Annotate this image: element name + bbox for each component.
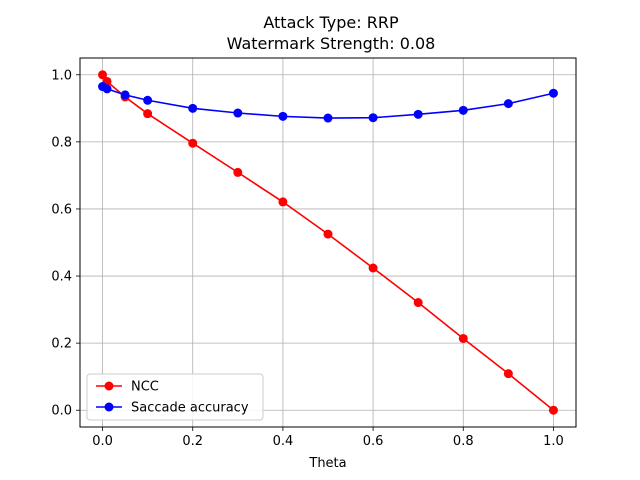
data-point-saccade-accuracy bbox=[278, 111, 288, 121]
axis-ticks: 0.0 0.2 0.4 0.6 0.8 1.0 0.0 0.2 0.4 0.6 0.8 1.0 bbox=[51, 68, 563, 449]
data-point-ncc bbox=[233, 167, 243, 177]
data-point-saccade-accuracy bbox=[233, 108, 243, 118]
data-point-saccade-accuracy bbox=[188, 103, 198, 113]
series-line-ncc bbox=[101, 74, 554, 411]
x-tick-label: 0.8 bbox=[453, 434, 474, 449]
legend-entry-ncc: NCC bbox=[96, 380, 159, 395]
x-tick-label: 0.2 bbox=[182, 434, 203, 449]
legend-box bbox=[86, 373, 264, 421]
grid-lines bbox=[80, 58, 576, 427]
legend-label-ncc: NCC bbox=[131, 380, 159, 395]
data-point-ncc bbox=[548, 405, 558, 415]
data-point-ncc bbox=[143, 109, 153, 119]
legend: NCC Saccade accuracy bbox=[86, 373, 264, 421]
chart-title-line-2: Watermark Strength: 0.08 bbox=[227, 34, 436, 53]
legend-marker-ncc bbox=[104, 381, 114, 391]
data-point-saccade-accuracy bbox=[368, 113, 378, 123]
x-tick-label: 0.0 bbox=[92, 434, 113, 449]
data-point-ncc bbox=[323, 229, 333, 239]
x-tick-label: 0.4 bbox=[273, 434, 294, 449]
y-tick-label: 0.0 bbox=[51, 404, 72, 419]
legend-entry-saccade-accuracy: Saccade accuracy bbox=[96, 401, 249, 416]
data-point-saccade-accuracy bbox=[548, 88, 558, 98]
plot-area-frame bbox=[79, 57, 577, 428]
y-tick-label: 0.8 bbox=[51, 135, 72, 150]
x-tick-label: 1.0 bbox=[543, 434, 564, 449]
chart-title-line-1: Attack Type: RRP bbox=[263, 13, 399, 32]
series-saccade-accuracy bbox=[98, 82, 558, 123]
series-line-saccade-accuracy bbox=[102, 85, 554, 119]
data-point-ncc bbox=[413, 298, 423, 308]
data-point-ncc bbox=[188, 138, 198, 148]
data-point-ncc bbox=[503, 369, 513, 379]
x-axis-label: Theta bbox=[308, 456, 346, 471]
y-tick-label: 0.2 bbox=[51, 337, 72, 352]
data-point-ncc bbox=[98, 70, 108, 80]
data-point-saccade-accuracy bbox=[323, 113, 333, 123]
x-tick-label: 0.6 bbox=[363, 434, 384, 449]
data-point-ncc bbox=[278, 197, 288, 207]
data-point-saccade-accuracy bbox=[413, 109, 423, 119]
legend-marker-saccade-accuracy bbox=[104, 402, 114, 412]
data-point-ncc bbox=[368, 263, 378, 273]
data-point-saccade-accuracy bbox=[143, 95, 153, 105]
data-point-saccade-accuracy bbox=[102, 84, 112, 94]
data-point-saccade-accuracy bbox=[503, 99, 513, 109]
data-series bbox=[98, 70, 558, 415]
legend-label-saccade-accuracy: Saccade accuracy bbox=[131, 401, 249, 416]
y-tick-label: 1.0 bbox=[51, 68, 72, 83]
data-point-ncc bbox=[458, 333, 468, 343]
y-tick-label: 0.4 bbox=[51, 270, 72, 285]
data-point-saccade-accuracy bbox=[120, 90, 130, 100]
y-tick-label: 0.6 bbox=[51, 202, 72, 217]
data-point-saccade-accuracy bbox=[458, 105, 468, 115]
